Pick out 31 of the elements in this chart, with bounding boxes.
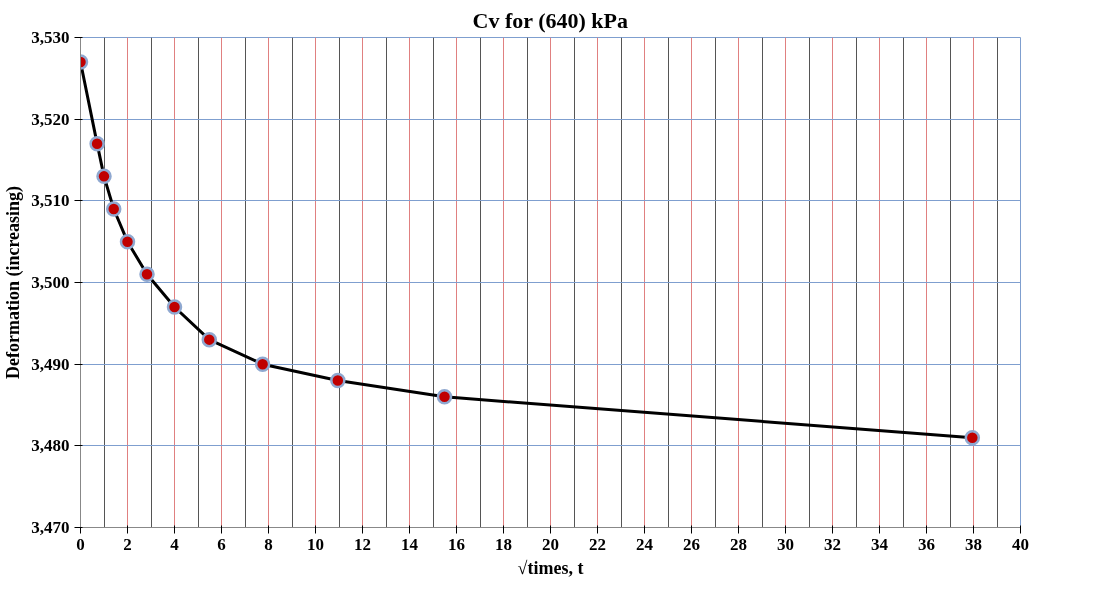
y-tick-label: 3,490 <box>31 354 70 374</box>
x-tick-label: 30 <box>777 534 794 554</box>
x-tick-label: 32 <box>824 534 841 554</box>
x-tick-label: 26 <box>683 534 700 554</box>
y-axis-title: Deformation (increasing) <box>3 185 25 380</box>
y-tick-label: 3,510 <box>31 191 70 211</box>
y-tick-label: 3,470 <box>31 518 70 537</box>
x-tick-label: 34 <box>871 534 889 554</box>
chart-title: Cv for (640) kPa <box>472 7 629 33</box>
x-tick-label: 14 <box>401 534 419 554</box>
x-tick-label: 36 <box>918 534 935 554</box>
x-tick-label: 18 <box>495 534 512 554</box>
x-tick-label: 20 <box>542 534 559 554</box>
x-tick-label: 2 <box>123 534 132 554</box>
x-axis-title: √times, t <box>517 557 584 578</box>
x-tick-label: 12 <box>354 534 371 554</box>
x-tick-label: 4 <box>170 534 180 554</box>
y-tick-label: 3,480 <box>31 436 70 456</box>
y-tick-label: 3,500 <box>31 273 70 292</box>
x-tick-label: 24 <box>636 534 654 554</box>
x-tick-label: 8 <box>264 534 273 554</box>
x-tick-label: 28 <box>730 534 747 554</box>
x-tick-label: 40 <box>1012 534 1029 554</box>
x-tick-label: 16 <box>448 534 465 554</box>
x-tick-label: 6 <box>217 534 226 554</box>
x-tick-label: 10 <box>307 534 324 554</box>
y-tick-label: 3,520 <box>31 109 70 129</box>
x-tick-label: 22 <box>589 534 606 554</box>
x-tick-label: 0 <box>76 534 85 554</box>
x-tick-label: 38 <box>965 534 982 554</box>
y-tick-label: 3,530 <box>31 28 70 47</box>
